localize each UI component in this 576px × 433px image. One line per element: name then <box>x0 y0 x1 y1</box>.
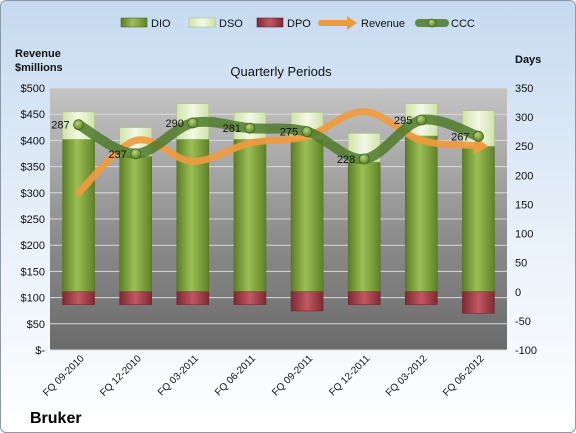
dpo-bar <box>462 291 495 314</box>
dpo-bar <box>62 291 95 305</box>
legend-swatch <box>120 17 148 28</box>
ccc-value-label: 237 <box>108 149 126 161</box>
right-tick-label: 350 <box>515 83 533 95</box>
legend-marker <box>427 18 437 28</box>
dpo-bar <box>119 291 152 305</box>
left-tick-label: $400 <box>21 135 45 147</box>
right-tick-label: -50 <box>515 316 531 328</box>
left-tick-label: $450 <box>21 109 45 121</box>
ccc-point <box>473 130 484 142</box>
x-tick-label: FQ 12-2011 <box>327 353 372 398</box>
right-tick-label: 0 <box>515 287 521 299</box>
left-tick-label: $250 <box>21 214 45 226</box>
left-axis-label-line1: Revenue <box>15 48 61 60</box>
dio-bar <box>233 138 267 293</box>
left-tick-label: $500 <box>21 83 45 95</box>
left-axis-label-line2: $millions <box>15 62 63 74</box>
dio-bar <box>347 161 381 293</box>
ccc-data-labels: 287 237 290 281 275 228 295 267 <box>51 115 469 166</box>
legend-arrowhead <box>347 16 357 30</box>
left-tick-label: $200 <box>21 240 45 252</box>
right-tick-label: 300 <box>515 112 533 124</box>
legend-label: DSO <box>219 18 243 30</box>
ccc-point <box>415 114 427 126</box>
right-tick-label: 50 <box>515 258 527 270</box>
right-axis-ticks: -100 -50 0 50 100 150 200 250 300 350 <box>515 83 537 357</box>
x-tick-label: FQ 09-2010 <box>41 353 87 399</box>
ccc-value-label: 290 <box>165 118 183 130</box>
dpo-bar <box>233 291 267 305</box>
x-tick-label: FQ 03-2011 <box>156 353 201 398</box>
right-tick-label: 200 <box>515 170 533 182</box>
left-tick-label: $150 <box>21 266 45 278</box>
legend-label: DPO <box>287 18 311 30</box>
x-tick-label: FQ 03-2012 <box>384 353 430 399</box>
ccc-point <box>130 148 142 160</box>
right-tick-label: 100 <box>515 229 533 241</box>
dio-bar <box>119 155 152 293</box>
dio-bar <box>405 135 438 293</box>
left-axis-ticks: $- $50 $100 $150 $200 $250 $300 $350 $400 $450 $50… <box>21 83 46 357</box>
ccc-point <box>73 119 84 131</box>
legend: DIO DSO DPO Revenue CCC <box>120 16 475 30</box>
left-tick-label: $- <box>35 345 45 357</box>
dpo-bar <box>290 291 324 312</box>
x-tick-label: FQ 06-2012 <box>441 353 487 399</box>
revenue-line <box>75 108 482 197</box>
right-tick-label: -100 <box>515 345 537 357</box>
left-tick-label: $50 <box>27 319 45 331</box>
ccc-markers <box>73 114 484 165</box>
chart-title: Quarterly Periods <box>230 64 332 79</box>
legend-label: Revenue <box>361 18 405 30</box>
dio-bar <box>290 138 324 293</box>
dio-bar <box>462 145 495 293</box>
legend-label: CCC <box>451 18 475 30</box>
legend-swatch <box>256 17 284 28</box>
x-axis-ticks: FQ 09-2010 FQ 12-2010 FQ 03-2011 FQ 06-2011… <box>41 353 487 399</box>
x-tick-label: FQ 06-2011 <box>213 353 258 398</box>
company-name: Bruker <box>30 410 82 427</box>
right-tick-label: 150 <box>515 199 533 211</box>
x-tick-label: FQ 09-2011 <box>270 353 315 398</box>
ccc-value-label: 267 <box>451 131 469 143</box>
dpo-bar <box>176 291 210 305</box>
legend-swatch <box>188 17 216 28</box>
dio-bar <box>62 138 95 293</box>
left-tick-label: $300 <box>21 188 45 200</box>
ccc-point <box>301 126 313 138</box>
ccc-point <box>358 153 370 165</box>
dpo-bar <box>347 291 381 305</box>
legend-label: DIO <box>151 18 171 30</box>
ccc-value-label: 275 <box>280 127 298 139</box>
ccc-value-label: 228 <box>337 154 355 166</box>
ccc-point <box>187 117 199 129</box>
left-tick-label: $350 <box>21 162 45 174</box>
right-tick-label: 250 <box>515 141 533 153</box>
ccc-value-label: 287 <box>51 120 69 132</box>
ccc-point <box>244 122 256 134</box>
bar-series <box>62 103 495 314</box>
dpo-bar <box>405 291 438 305</box>
ccc-value-label: 295 <box>394 115 412 127</box>
x-tick-label: FQ 12-2010 <box>98 353 144 399</box>
left-tick-label: $100 <box>21 293 45 305</box>
ccc-value-label: 281 <box>223 123 241 135</box>
right-axis-label: Days <box>515 54 541 66</box>
